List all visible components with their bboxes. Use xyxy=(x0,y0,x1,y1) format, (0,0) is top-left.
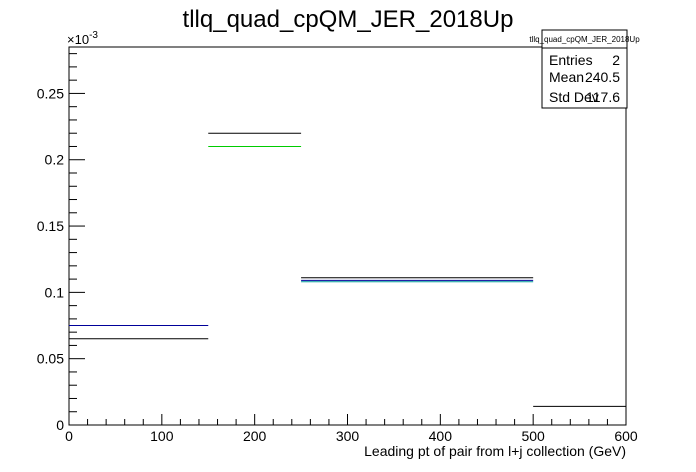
stats-box-frame xyxy=(541,29,628,109)
stats-stddev-label: Std Dev xyxy=(549,89,599,105)
stats-box-title: tllq_quad_cpQM_JER_2018Up xyxy=(529,35,640,44)
stats-entries-value: 2 xyxy=(612,52,620,68)
x-tick-label: 200 xyxy=(243,428,267,444)
y-axis-ticks xyxy=(69,53,85,426)
histogram-series-layer xyxy=(69,132,626,407)
x-tick-label: 100 xyxy=(150,428,174,444)
y-tick-label: 0.05 xyxy=(37,351,64,367)
y-tick-label: 0.1 xyxy=(45,284,65,300)
y-tick-label: 0 xyxy=(56,417,64,433)
x-axis-tick-labels: 0 100 200 300 400 500 600 xyxy=(65,428,638,444)
y-tick-label: 0.25 xyxy=(37,85,64,101)
y-axis-multiplier: ×10-3 xyxy=(67,30,98,47)
x-tick-label: 600 xyxy=(614,428,638,444)
y-axis-multiplier-exponent: -3 xyxy=(89,30,98,41)
stats-stddev-value: 117.6 xyxy=(586,89,620,105)
y-tick-label: 0.15 xyxy=(37,218,64,234)
x-axis-ticks xyxy=(68,414,627,425)
stats-mean-label: Mean xyxy=(549,69,584,85)
x-tick-label: 0 xyxy=(65,428,73,444)
y-tick-label: 0.2 xyxy=(45,152,65,168)
x-tick-label: 400 xyxy=(429,428,453,444)
x-axis-label: Leading pt of pair from l+j collection (… xyxy=(364,443,626,459)
chart-title: tllq_quad_cpQM_JER_2018Up xyxy=(183,6,514,33)
stats-mean-value: 240.5 xyxy=(585,69,620,85)
stats-entries-label: Entries xyxy=(549,52,593,68)
y-axis-multiplier-base: ×10 xyxy=(67,32,89,47)
x-tick-label: 500 xyxy=(521,428,545,444)
y-axis-tick-labels: 0 0.05 0.1 0.15 0.2 0.25 xyxy=(37,85,64,433)
x-tick-label: 300 xyxy=(336,428,360,444)
stats-box: tllq_quad_cpQM_JER_2018Up Entries 2 Mean… xyxy=(529,29,640,109)
